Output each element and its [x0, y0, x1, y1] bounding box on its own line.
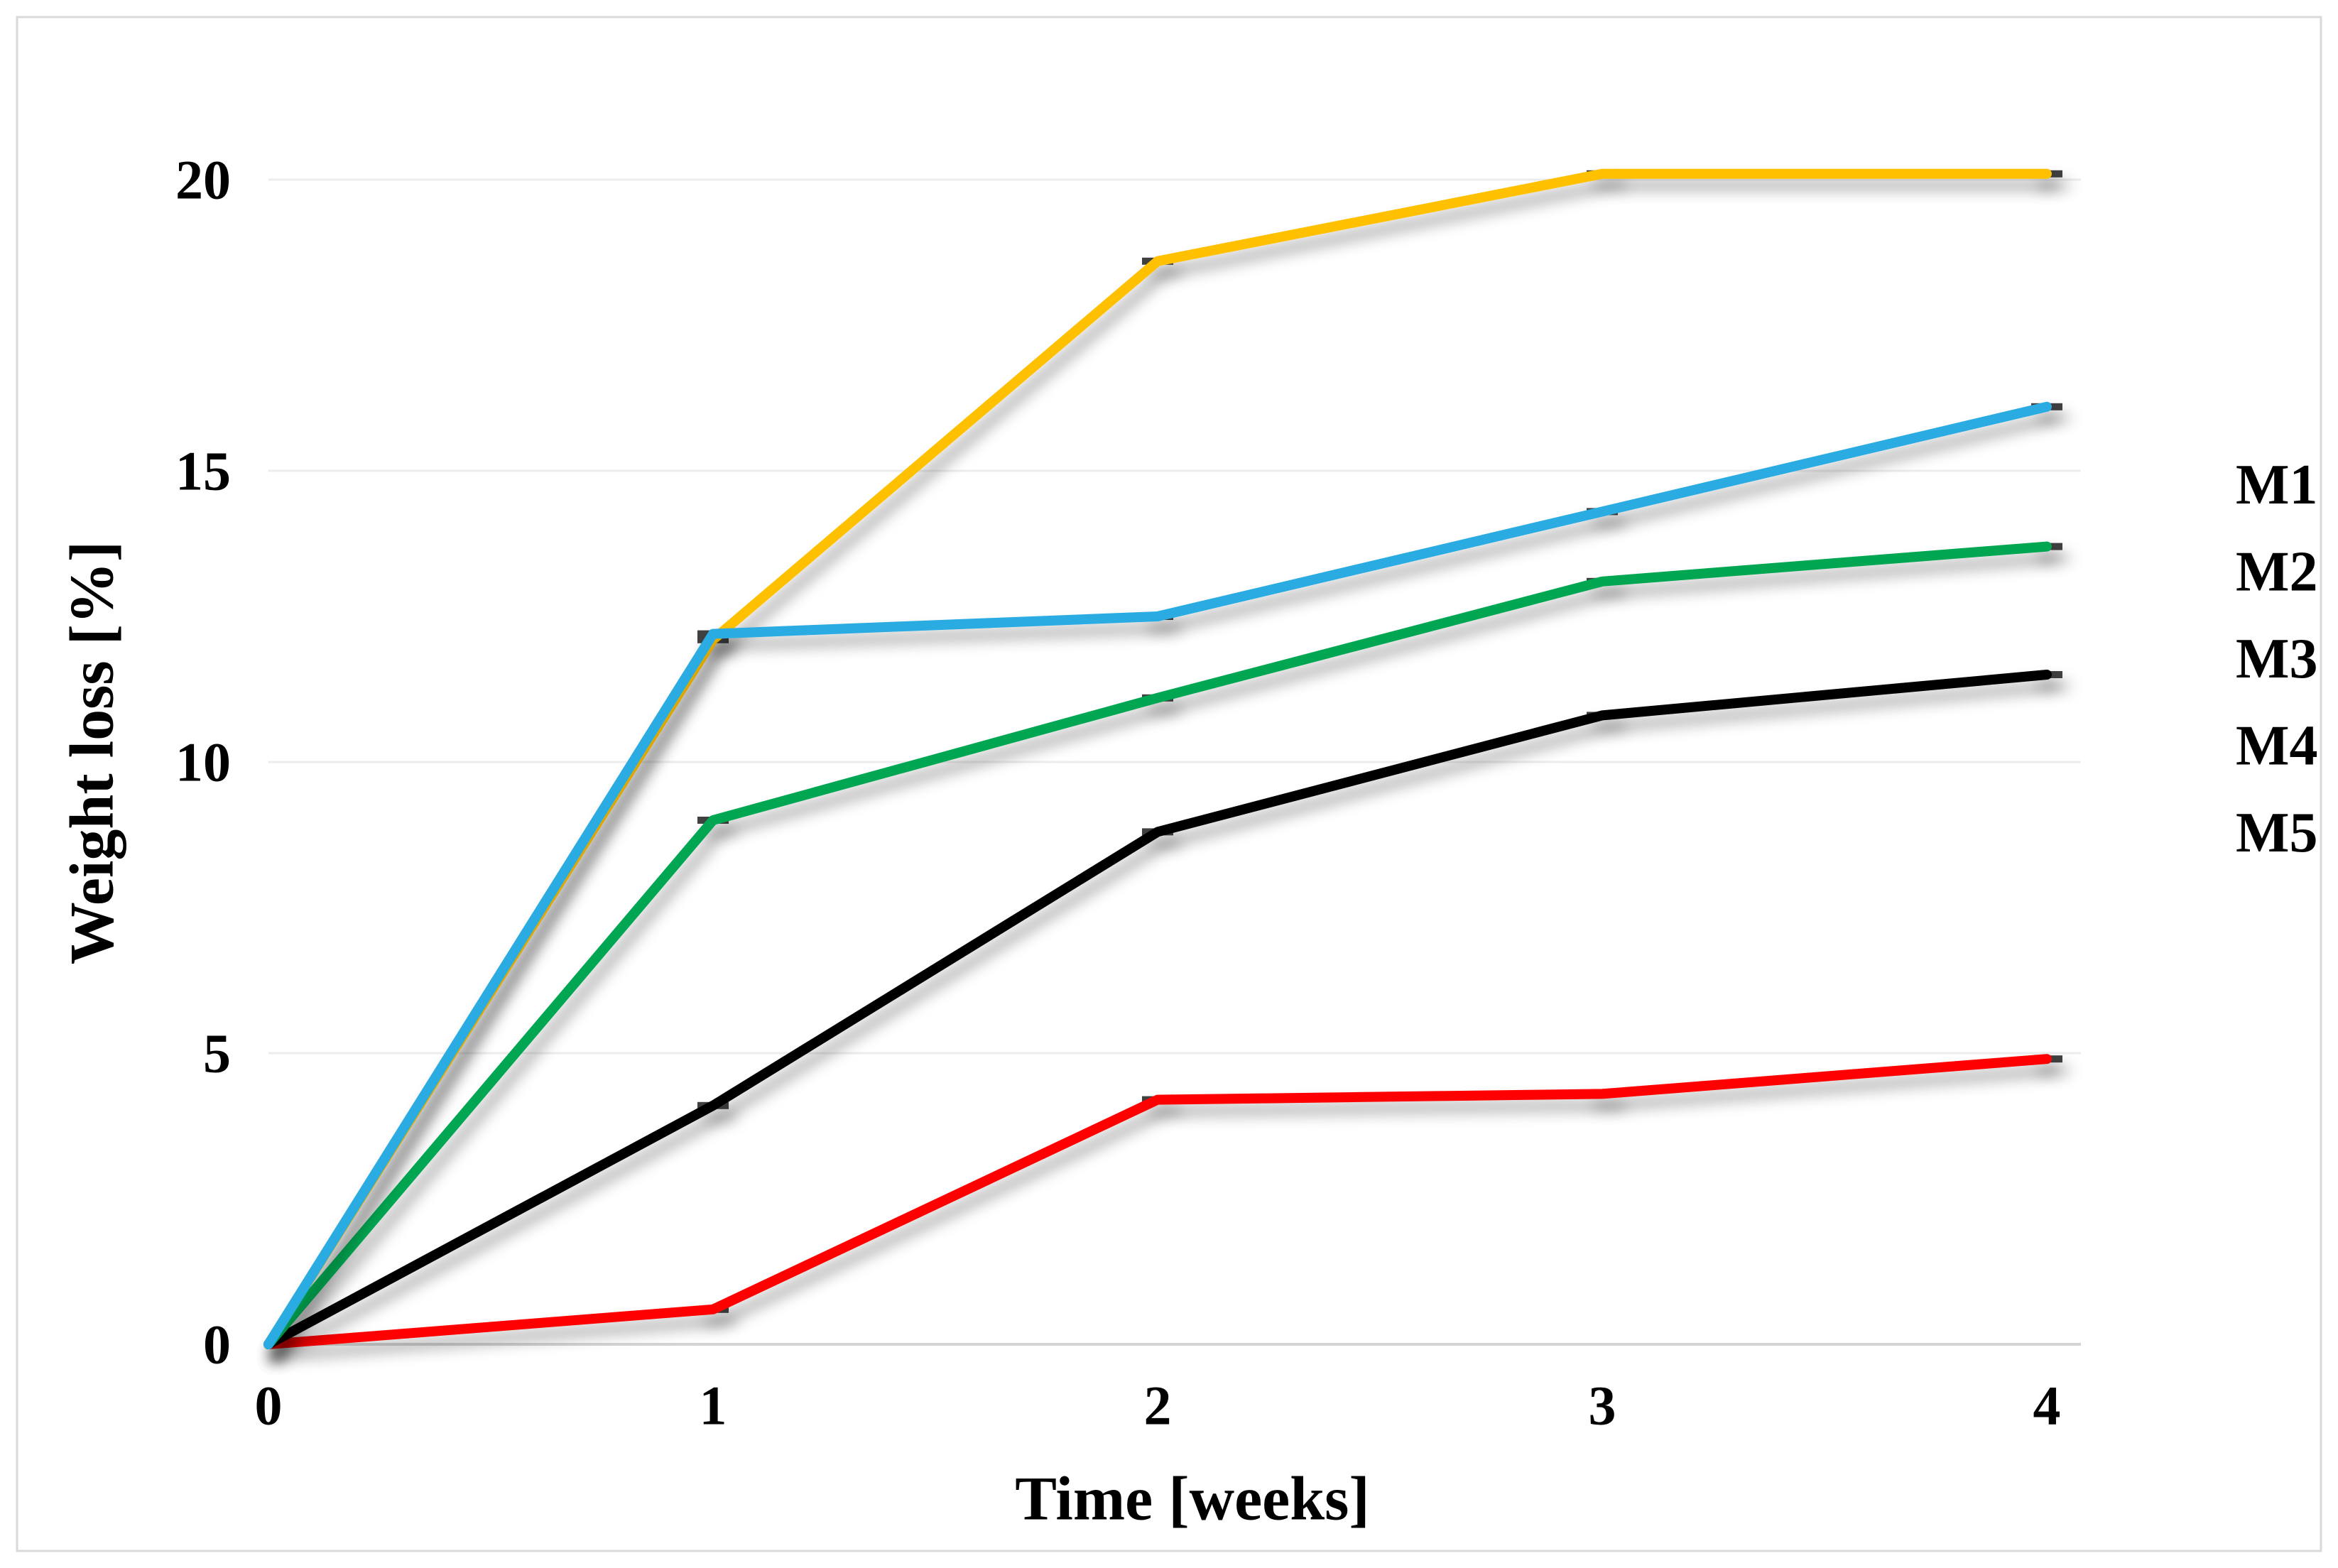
y-tick-label: 20 — [175, 149, 231, 211]
axis-titles: Time [weeks] Weight loss [%] — [58, 541, 1370, 1534]
x-tick-label: 2 — [1144, 1375, 1172, 1437]
x-axis-ticks: 0 1 2 3 4 — [255, 1375, 2061, 1437]
figure-border — [16, 16, 2322, 1552]
legend-item: M5 — [2096, 802, 2318, 864]
legend-label-M5: M5 — [2236, 802, 2318, 864]
legend: M1 M2 M3 M4 M5 — [2096, 454, 2318, 864]
legend-item: M4 — [2096, 715, 2318, 778]
x-tick-label: 0 — [255, 1375, 283, 1437]
series-line-M3 — [263, 670, 2052, 1349]
series-line-M1 — [263, 1054, 2052, 1349]
y-tick-label: 15 — [175, 440, 231, 502]
x-tick-label: 3 — [1589, 1375, 1616, 1437]
legend-label-M2: M2 — [2236, 541, 2318, 604]
legend-label-M3: M3 — [2236, 628, 2318, 690]
legend-item: M2 — [2096, 541, 2318, 604]
legend-item: M3 — [2096, 628, 2318, 690]
point-markers — [697, 170, 2062, 1313]
legend-label-M4: M4 — [2236, 715, 2318, 778]
series-line-M2 — [263, 168, 2052, 1349]
legend-item: M1 — [2096, 454, 2318, 516]
y-tick-label: 5 — [203, 1023, 231, 1084]
y-tick-label: 10 — [175, 731, 231, 793]
y-axis-ticks: 0 5 10 15 20 — [175, 149, 231, 1376]
x-axis-title: Time [weeks] — [1015, 1465, 1369, 1534]
legend-label-M1: M1 — [2236, 454, 2318, 516]
gridlines — [268, 178, 2081, 1346]
figure-border-rect — [16, 16, 2322, 1552]
x-tick-label: 4 — [2033, 1375, 2061, 1437]
series-line-M4 — [263, 541, 2052, 1349]
series-lines — [263, 168, 2052, 1349]
y-tick-label: 0 — [203, 1314, 231, 1376]
marker-layer — [697, 170, 2062, 1313]
y-axis-title: Weight loss [%] — [58, 541, 127, 964]
series-line-M5 — [263, 401, 2052, 1349]
x-tick-label: 1 — [700, 1375, 727, 1437]
